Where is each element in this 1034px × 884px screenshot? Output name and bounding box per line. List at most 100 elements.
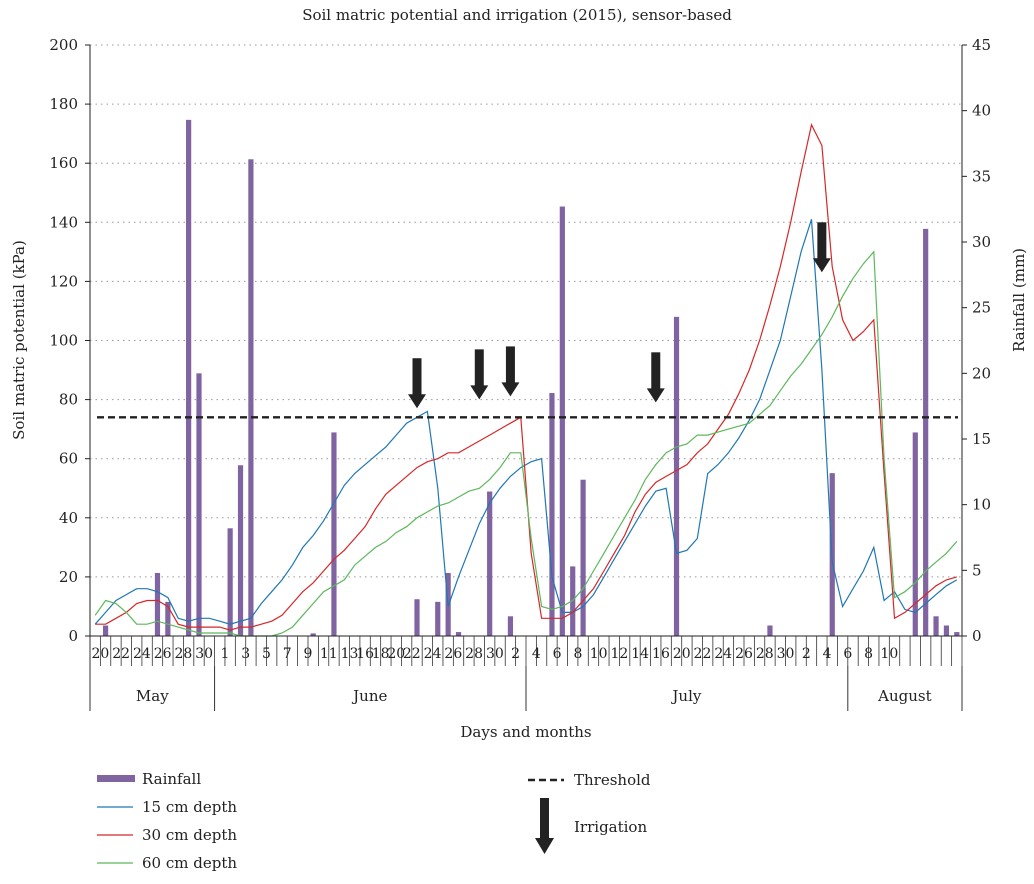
rainfall-bar: [154, 572, 161, 636]
gridlines: [90, 44, 962, 578]
day-tick-label: 18: [372, 646, 390, 662]
rainfall-bar: [507, 616, 514, 636]
right-tick-label: 30: [972, 233, 991, 251]
legend-swatch-rainfall: [97, 775, 135, 782]
day-tick-label: 30: [195, 646, 213, 662]
legend-label: 60 cm depth: [142, 854, 237, 872]
day-tick-label: 28: [465, 646, 483, 662]
rainfall-bar: [331, 432, 337, 636]
day-tick-label: 12: [611, 646, 629, 662]
rainfall-bar: [570, 566, 576, 636]
series-line: [95, 123, 957, 631]
day-tick-label: 9: [304, 646, 313, 662]
rainfall-bar: [580, 479, 586, 636]
rainfall-bar: [102, 625, 109, 636]
day-tick-label: 8: [573, 646, 582, 662]
rainfall-bar: [248, 159, 254, 636]
legend-label: Threshold: [574, 771, 651, 789]
rainfall-bars: [102, 119, 960, 637]
day-tick-label: 26: [735, 646, 753, 662]
right-tick-label: 0: [972, 627, 982, 645]
rainfall-bar: [943, 625, 950, 636]
rainfall-bar: [912, 432, 918, 636]
day-tick-label: 4: [532, 646, 541, 662]
day-tick-label: 20: [91, 646, 109, 662]
rainfall-bar: [435, 601, 441, 636]
left-tick-label: 120: [49, 272, 78, 290]
day-tick-label: 22: [112, 646, 130, 662]
day-tick-label: 28: [175, 646, 193, 662]
right-tick-label: 15: [972, 430, 991, 448]
day-tick-label: 10: [590, 646, 608, 662]
right-tick-label: 40: [972, 102, 991, 120]
right-tick-label: 45: [972, 36, 991, 54]
rainfall-bar: [455, 632, 462, 636]
left-tick-label: 80: [59, 391, 78, 409]
rainfall-bar: [549, 393, 555, 636]
legend-label: Irrigation: [574, 818, 647, 836]
day-tick-label: 7: [283, 646, 292, 662]
legend: Rainfall 15 cm depth 30 cm depth 60 cm dept…: [97, 770, 651, 872]
rainfall-bar: [954, 632, 960, 636]
rainfall-bar: [186, 119, 192, 637]
day-tick-label: 20: [387, 646, 405, 662]
day-tick-label: 28: [756, 646, 774, 662]
series-lines: [94, 123, 958, 637]
irrigation-arrow: [501, 346, 520, 397]
right-tick-label: 25: [972, 299, 991, 317]
day-tick-label: 24: [714, 646, 732, 662]
rainfall-bar: [933, 616, 939, 636]
day-tick-label: 2: [802, 646, 811, 662]
day-tick-label: 22: [403, 646, 421, 662]
irrigation-arrow-shaft: [817, 222, 827, 261]
rainfall-bar: [673, 316, 680, 636]
day-tick-label: 2: [511, 646, 520, 662]
legend-label: 15 cm depth: [142, 798, 237, 816]
day-tick-label: 30: [486, 646, 504, 662]
legend-label: Rainfall: [142, 770, 201, 788]
irrigation-arrow: [470, 349, 489, 400]
irrigation-arrow-shaft: [651, 352, 661, 391]
rainfall-bar: [923, 228, 929, 636]
rainfall-bar: [196, 373, 202, 636]
chart-title: Soil matric potential and irrigation (20…: [302, 6, 732, 24]
irrigation-arrows: [408, 222, 831, 409]
month-labels: May June July August: [89, 636, 963, 711]
irrigation-arrow-head: [501, 382, 520, 397]
day-tick-label: 1: [220, 646, 229, 662]
right-tick-label: 10: [972, 496, 991, 514]
day-tick-label: 6: [843, 646, 852, 662]
right-tick-label: 35: [972, 167, 991, 185]
left-tick-label: 200: [49, 36, 78, 54]
rainfall-bar: [767, 625, 773, 636]
rainfall-bar: [227, 528, 233, 636]
series-line: [94, 219, 958, 625]
month-label: May: [136, 687, 169, 705]
irrigation-arrow-shaft: [412, 358, 422, 397]
irrigation-arrow-head: [470, 385, 489, 400]
irrigation-arrow-shaft: [474, 349, 484, 388]
rainfall-bar: [310, 633, 316, 636]
rainfall-bar: [414, 599, 420, 636]
day-tick-label: 30: [777, 646, 795, 662]
day-tick-label: 5: [262, 646, 271, 662]
day-tick-label: 20: [673, 646, 691, 662]
irrigation-arrow: [408, 358, 426, 409]
left-tick-labels: 0 20 40 60 80 100 120 140 160 180 200: [49, 36, 90, 645]
irrigation-arrow: [812, 222, 831, 273]
left-tick-label: 20: [59, 568, 78, 586]
legend-swatch-irrigation-head: [535, 838, 554, 854]
irrigation-arrow-head: [812, 258, 831, 273]
legend-swatch-irrigation-shaft: [540, 798, 549, 840]
left-tick-label: 40: [59, 509, 78, 527]
irrigation-arrow-shaft: [505, 346, 515, 385]
right-tick-label: 5: [972, 561, 982, 579]
left-tick-label: 100: [49, 332, 78, 350]
rainfall-bar: [487, 491, 493, 636]
day-tick-label: 26: [154, 646, 172, 662]
y-axis-right-label: Rainfall (mm): [1010, 248, 1028, 352]
day-tick-label: 8: [864, 646, 873, 662]
left-tick-label: 60: [59, 450, 78, 468]
